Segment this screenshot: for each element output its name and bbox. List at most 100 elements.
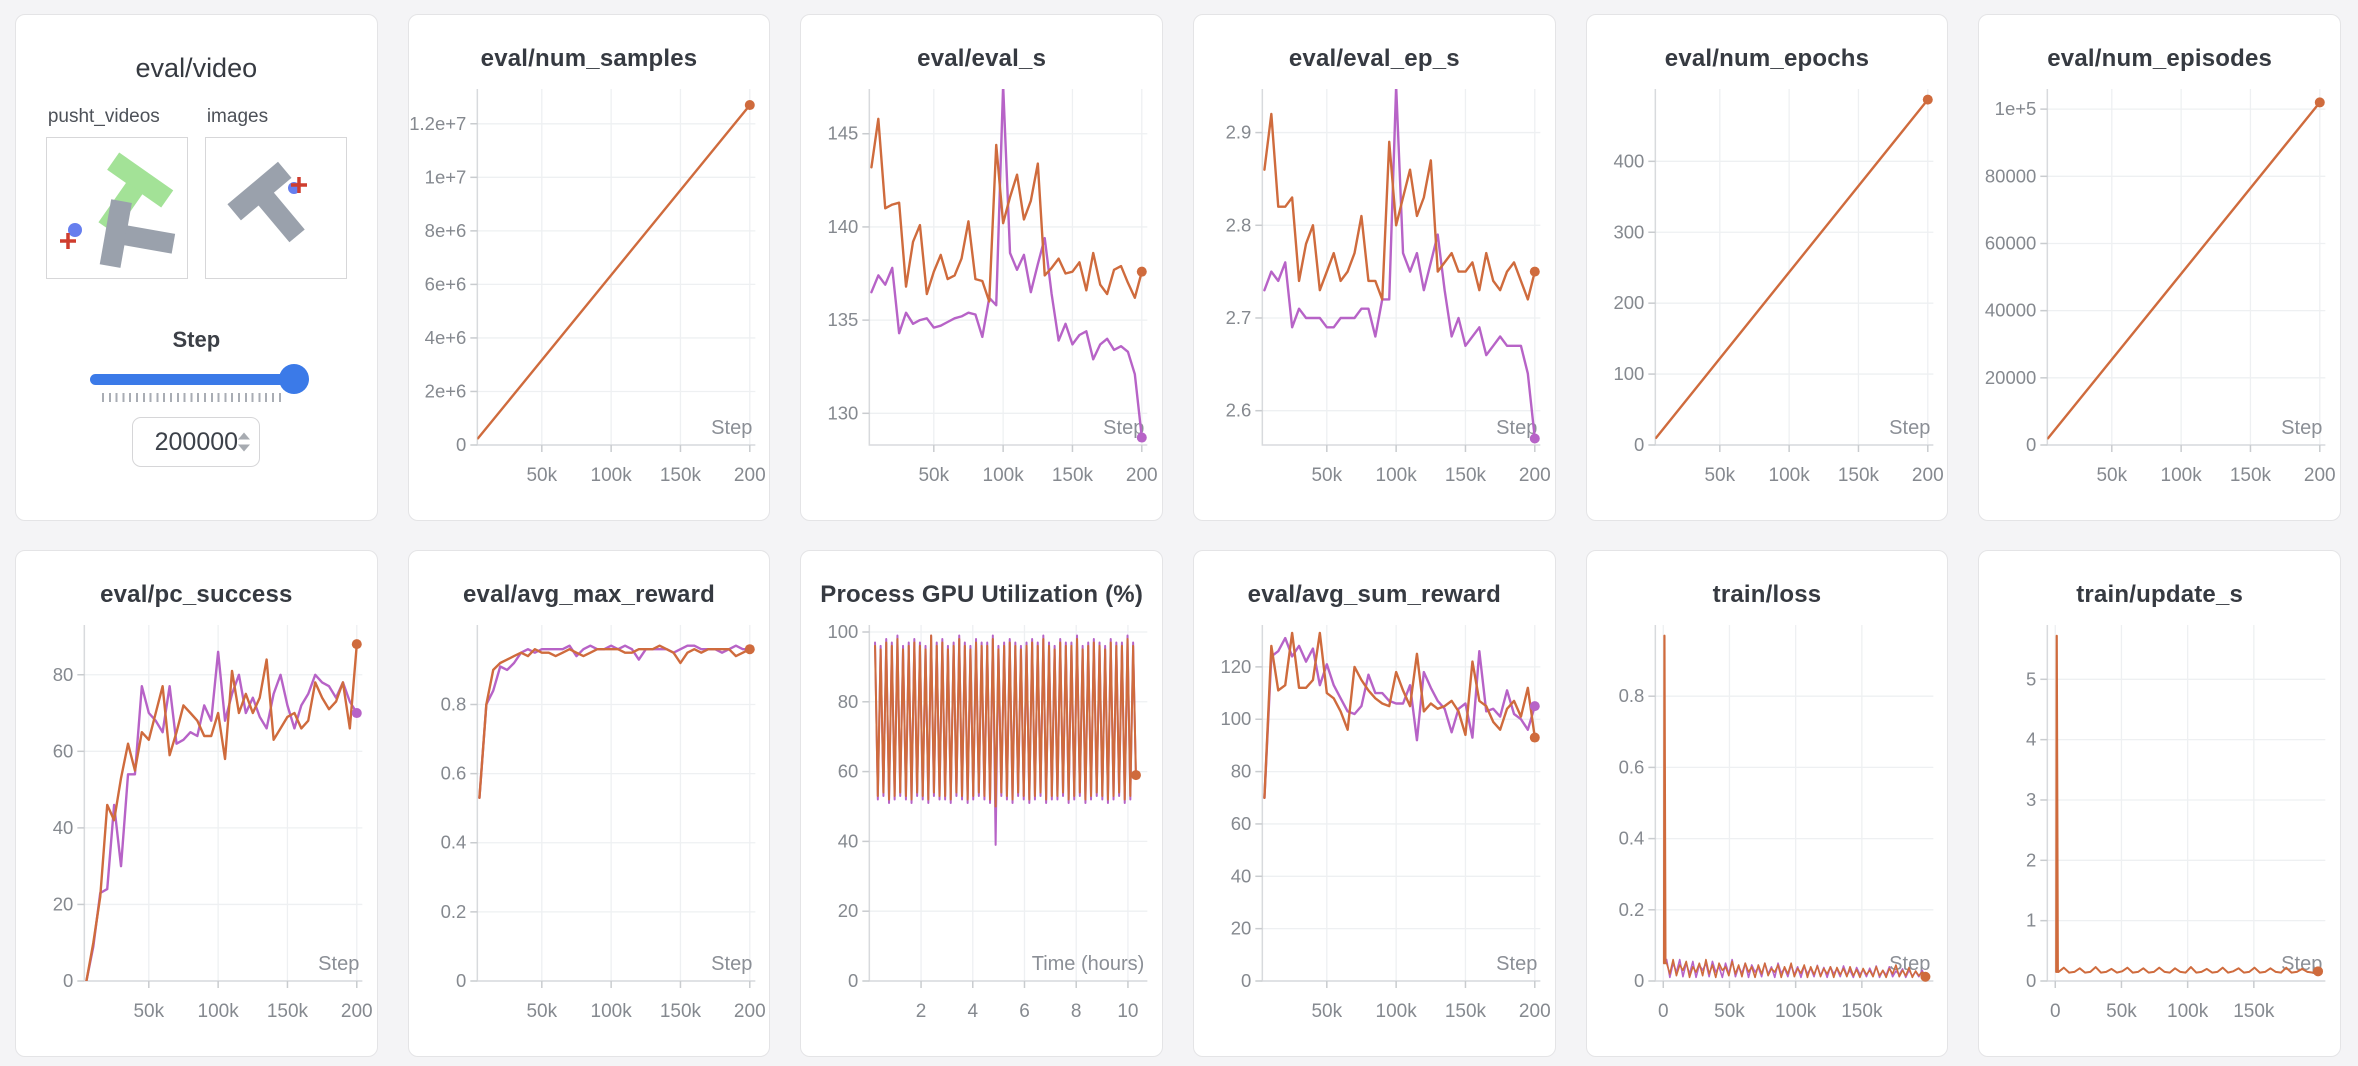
x-tick-label: 150k [1052,465,1094,486]
y-tick-label: 20 [53,893,74,914]
series-end-dot-orange [2313,966,2324,977]
y-tick-label: 0.2 [440,901,466,922]
y-tick-label: 2.8 [1226,214,1252,235]
y-tick-label: 100 [1220,708,1251,729]
x-tick-label: 50k [2106,1001,2137,1022]
y-tick-label: 60 [838,761,859,782]
panel-process-gpu-utilization[interactable]: Process GPU Utilization (%) 2 4 6 8 10 0 20 40 60… [800,550,1163,1057]
x-tick-label: 50k [919,465,950,486]
step-slider-label: Step [172,327,221,352]
series-line-purple [870,89,1144,439]
x-tick-label: 150k [2230,465,2272,486]
y-tick-label: 4 [2026,729,2036,750]
y-tick-label: 20 [1231,918,1252,939]
x-tick-label: 8 [1071,1001,1082,1022]
chart-eval-num-samples[interactable]: 50k 100k 150k 200 0 2e+6 4e+6 6e+6 8e+6 1e+7 1.2e+… [409,75,770,499]
chart-eval-pc-success[interactable]: 50k 100k 150k 200 0 20 40 60 80 Step [16,611,377,1035]
panel-eval-eval-s[interactable]: eval/eval_s 50k 100k 150k 200 130 135 140 145 Ste… [800,14,1163,521]
x-tick-label: 4 [968,1001,979,1022]
y-tick-label: 60 [53,740,74,761]
slider-thumb[interactable] [279,364,310,394]
stepper-up-icon[interactable] [238,432,251,440]
x-tick-label: 200 [1912,465,1944,486]
panel-title: eval/video [135,53,258,83]
y-tick-label: 1e+7 [424,166,466,187]
x-tick-label: 100k [1376,1001,1418,1022]
step-input[interactable]: 200000 [132,417,261,467]
x-tick-label: 50k [133,1001,164,1022]
chart-train-update-s[interactable]: 0 50k 100k 150k 0 1 2 3 4 5 Step [1979,611,2340,1035]
series-line-orange [476,103,751,440]
panel-train-loss[interactable]: train/loss 0 50k 100k 150k 0 0.2 0.4 0.6 0.8 Step [1585,550,1949,1057]
x-tick-label: 50k [2097,465,2128,486]
media-figure-pusht-videos: pusht_videos [45,106,188,279]
chart-title: eval/eval_ep_s [1288,45,1460,72]
panel-train-update-s[interactable]: train/update_s 0 50k 100k 150k 0 1 2 3 4 5 Step [1978,550,2341,1057]
series-end-dot-orange [744,100,755,111]
y-tick-label: 140 [828,216,859,237]
y-tick-label: 0 [1634,434,1644,455]
panel-eval-num-samples[interactable]: eval/num_samples 50k 100k 150k 200 0 2e+6 4e+6 6… [407,14,771,521]
panel-eval-video[interactable]: eval/video pusht_videos [15,14,378,521]
stepper-buttons [238,432,251,452]
y-tick-label: 60000 [1985,232,2036,253]
y-tick-label: 6e+6 [424,273,466,294]
y-tick-label: 300 [1613,221,1644,242]
y-tick-label: 145 [828,123,859,144]
chart-eval-eval-s[interactable]: 50k 100k 150k 200 130 135 140 145 Step [801,75,1162,499]
chart-eval-eval-ep-s[interactable]: 50k 100k 150k 200 2.6 2.7 2.8 2.9 Step [1194,75,1555,499]
chart-eval-avg-max-reward[interactable]: 50k 100k 150k 200 0 0.2 0.4 0.6 0.8 Step [409,611,770,1035]
panel-eval-avg-sum-reward[interactable]: eval/avg_sum_reward 50k 100k 150k 200 0 20 40 60… [1192,550,1556,1057]
media-caption: pusht_videos [47,106,160,127]
panel-eval-avg-max-reward[interactable]: eval/avg_max_reward 50k 100k 150k 200 0 0.2 0.4… [407,550,771,1057]
series-line-orange [1662,634,1667,965]
chart-title: train/loss [1712,581,1822,608]
series-end-dot-purple [1137,432,1148,443]
step-input-value: 200000 [154,427,239,456]
y-tick-label: 0 [456,434,466,455]
series-end-dot-purple [351,708,362,719]
x-tick-label: 100k [198,1001,240,1022]
chart-title: eval/num_episodes [2047,45,2273,72]
images-thumbnail[interactable] [204,137,347,279]
series-line-orange [477,644,751,799]
chart-title: train/update_s [2076,581,2244,608]
chart-eval-num-epochs[interactable]: 50k 100k 150k 200 0 100 200 300 400 Step [1587,75,1948,499]
y-tick-label: 1.2e+7 [409,113,466,134]
y-tick-label: 4e+6 [424,327,466,348]
chart-title: Process GPU Utilization (%) [820,581,1144,608]
x-tick-label: 100k [1768,465,1810,486]
series-end-dot-orange [1922,94,1933,105]
panel-eval-pc-success[interactable]: eval/pc_success 50k 100k 150k 200 0 20 40 60 80 St… [15,550,378,1057]
chart-title: eval/num_epochs [1664,45,1870,72]
y-tick-label: 0 [1241,970,1251,991]
chart-eval-avg-sum-reward[interactable]: 50k 100k 150k 200 0 20 40 60 80 100 120 Step [1194,611,1555,1035]
panel-eval-num-episodes[interactable]: eval/num_episodes 50k 100k 150k 200 0 20000 400… [1978,14,2341,521]
pusht-scene-image [59,152,175,268]
y-tick-label: 1e+5 [1995,98,2037,119]
step-slider[interactable] [90,364,310,409]
series-end-dot-orange [1529,266,1540,277]
stepper-down-icon[interactable] [238,444,251,452]
pusht-videos-thumbnail[interactable] [45,137,188,279]
panel-eval-num-epochs[interactable]: eval/num_epochs 50k 100k 150k 200 0 100 200 300 4… [1585,14,1949,521]
y-tick-label: 0 [848,970,858,991]
slider-tick-ruler [102,393,285,402]
media-figure-images: images [204,106,347,279]
x-tick-label: 200 [734,465,766,486]
slider-track[interactable] [90,374,303,385]
y-tick-label: 2e+6 [424,380,466,401]
chart-eval-num-episodes[interactable]: 50k 100k 150k 200 0 20000 40000 60000 80000 1e+5 S… [1979,75,2340,499]
chart-train-loss[interactable]: 0 50k 100k 150k 0 0.2 0.4 0.6 0.8 Step [1587,611,1948,1035]
x-tick-label: 200 [734,1001,766,1022]
x-axis-label: Step [1889,953,1930,975]
y-tick-label: 0.6 [440,763,466,784]
series-end-dot-orange [1137,266,1148,277]
y-tick-label: 1 [2026,910,2036,931]
agent-dot [67,223,82,237]
panel-eval-eval-ep-s[interactable]: eval/eval_ep_s 50k 100k 150k 200 2.6 2.7 2.8 2.9… [1192,14,1556,521]
x-tick-label: 200 [1519,465,1551,486]
x-tick-label: 50k [1311,465,1342,486]
